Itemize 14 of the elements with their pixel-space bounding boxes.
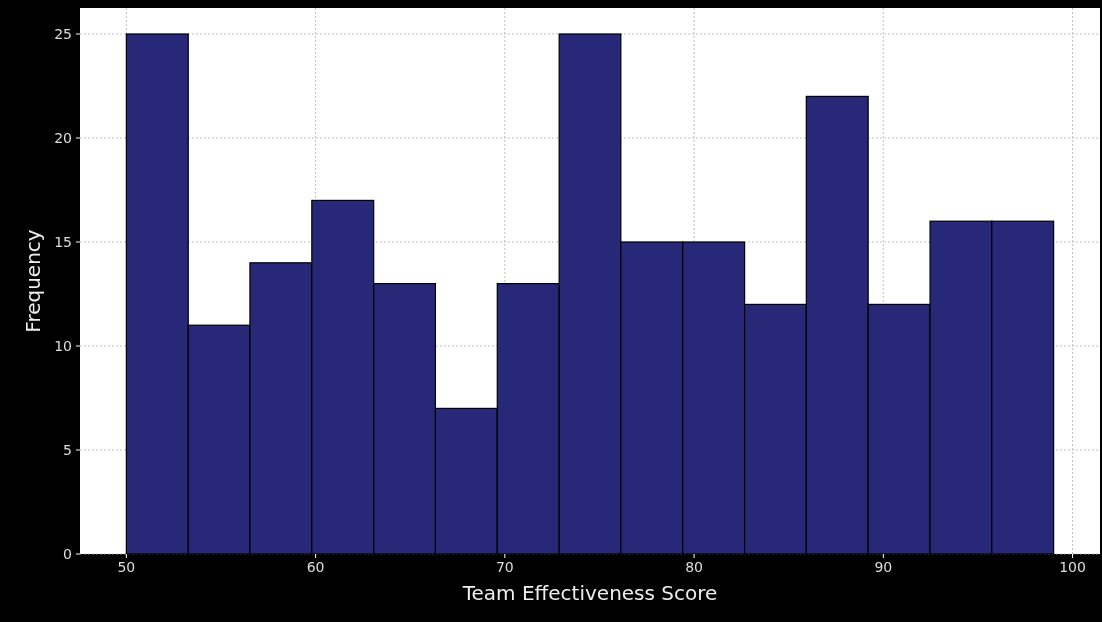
y-axis-title: Frequency xyxy=(21,229,45,333)
x-tick-label: 50 xyxy=(117,559,136,575)
y-tick-label: 5 xyxy=(63,441,72,458)
y-tick-label: 15 xyxy=(54,233,72,250)
x-tick-label: 100 xyxy=(1059,559,1086,575)
x-axis-title: Team Effectiveness Score xyxy=(461,581,718,605)
y-tick-label: 0 xyxy=(63,545,72,562)
x-tick-label: 90 xyxy=(874,559,893,575)
x-tick-label: 60 xyxy=(306,559,325,575)
x-tick-label: 80 xyxy=(685,559,703,575)
y-tick-label: 20 xyxy=(54,129,72,146)
y-tick-label: 10 xyxy=(54,337,72,354)
y-tick-label: 25 xyxy=(54,25,72,42)
x-tick-label: 70 xyxy=(495,559,514,575)
